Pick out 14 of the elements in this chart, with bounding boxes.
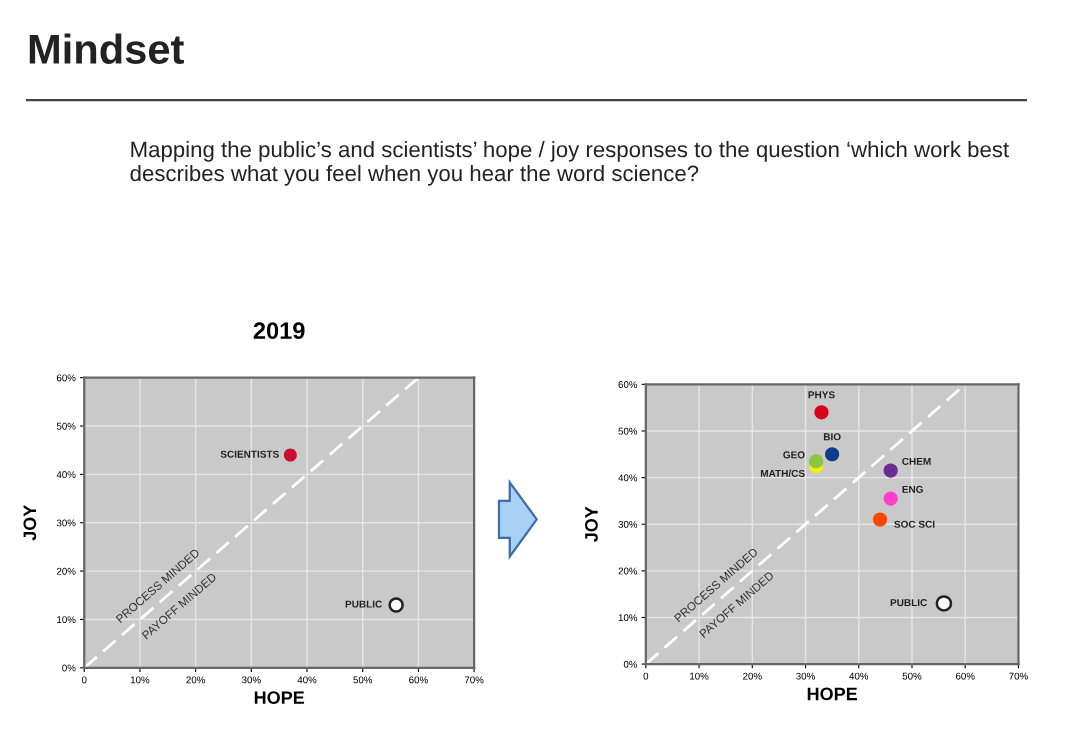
point (814, 405, 829, 420)
point (809, 454, 824, 469)
text: Mindset (29, 33, 184, 64)
text: Mapping the public’s and scientists’ hope / joy responses to the question ‘which work best describes what you feel when you hear the word science? (130, 140, 1009, 186)
x-axis-title: HOPE (254, 691, 305, 705)
point (883, 491, 898, 506)
x-axis-title: HOPE (807, 687, 858, 701)
point (872, 512, 888, 527)
point (825, 447, 840, 462)
y-axis-title: JOY (23, 504, 37, 541)
point (935, 595, 953, 612)
point (883, 463, 898, 478)
y-axis-title: JOY (585, 506, 598, 543)
chart-title: 2019 (253, 322, 305, 340)
